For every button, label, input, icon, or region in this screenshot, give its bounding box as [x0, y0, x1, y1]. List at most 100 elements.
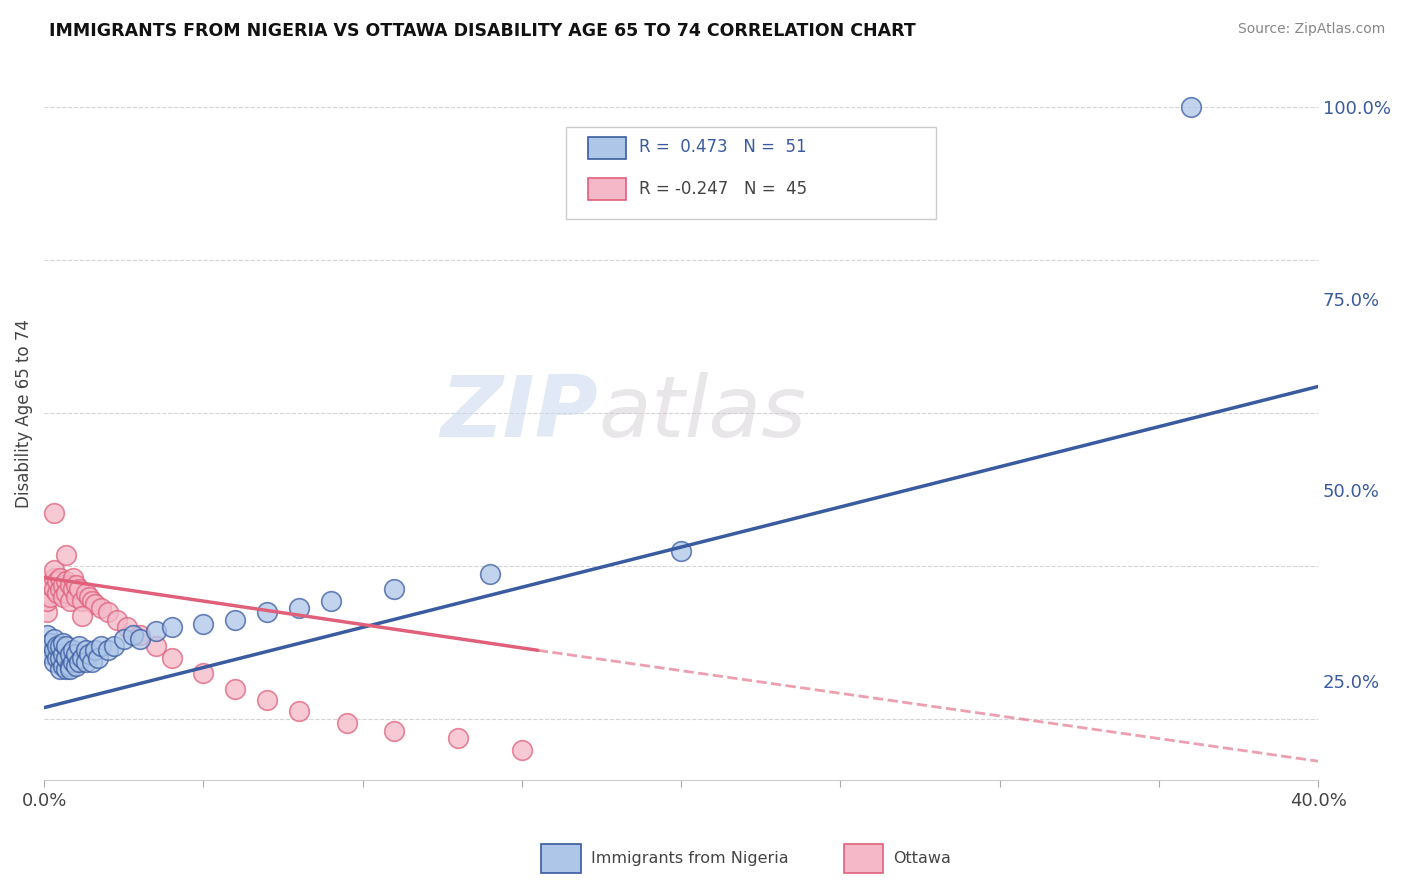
Point [42, 643, 65, 657]
Point [288, 601, 311, 615]
Point [384, 723, 406, 738]
Point [160, 620, 183, 634]
Point [52, 578, 75, 592]
Point [75, 586, 97, 600]
Point [319, 593, 342, 607]
Point [145, 624, 167, 639]
Text: IMMIGRANTS FROM NIGERIA VS OTTAWA DISABILITY AGE 65 TO 74 CORRELATION CHART: IMMIGRANTS FROM NIGERIA VS OTTAWA DISABI… [49, 22, 915, 40]
Point [52, 635, 75, 649]
Point [72, 651, 94, 665]
Point [42, 655, 65, 669]
Point [58, 578, 80, 592]
Point [42, 582, 65, 596]
Point [45, 574, 67, 589]
Point [62, 643, 84, 657]
Point [37, 593, 59, 607]
Point [115, 620, 138, 634]
Point [103, 640, 125, 654]
FancyBboxPatch shape [541, 844, 581, 873]
Point [75, 655, 97, 669]
Point [1180, 100, 1202, 114]
Point [39, 647, 62, 661]
Point [80, 593, 103, 607]
Text: R =  0.473   N =  51: R = 0.473 N = 51 [640, 137, 807, 156]
Point [42, 632, 65, 646]
Point [90, 640, 112, 654]
Point [97, 605, 120, 619]
Point [67, 640, 90, 654]
Text: Immigrants from Nigeria: Immigrants from Nigeria [591, 851, 789, 866]
Point [128, 628, 150, 642]
Point [193, 666, 215, 681]
Point [55, 651, 77, 665]
Point [669, 544, 692, 558]
Point [49, 582, 72, 596]
Point [77, 647, 100, 661]
Point [160, 651, 183, 665]
Point [256, 605, 278, 619]
Point [87, 651, 110, 665]
Point [112, 632, 135, 646]
Point [65, 658, 87, 673]
Point [128, 632, 150, 646]
Point [55, 662, 77, 676]
FancyBboxPatch shape [588, 136, 626, 159]
Point [45, 640, 67, 654]
Point [288, 705, 311, 719]
Point [39, 578, 62, 592]
Point [55, 574, 77, 589]
Point [72, 608, 94, 623]
Point [384, 582, 406, 596]
Point [80, 655, 103, 669]
FancyBboxPatch shape [567, 127, 936, 219]
Point [105, 613, 128, 627]
Y-axis label: Disability Age 65 to 74: Disability Age 65 to 74 [15, 318, 32, 508]
Point [84, 598, 107, 612]
Text: Ottawa: Ottawa [893, 851, 950, 866]
Point [72, 593, 94, 607]
Point [256, 693, 278, 707]
Point [193, 616, 215, 631]
Point [49, 662, 72, 676]
Point [52, 590, 75, 604]
Text: atlas: atlas [599, 372, 806, 455]
Point [49, 571, 72, 585]
Point [224, 681, 246, 696]
Point [62, 571, 84, 585]
Point [52, 658, 75, 673]
Point [42, 506, 65, 520]
Point [49, 651, 72, 665]
Point [84, 643, 107, 657]
Point [37, 640, 59, 654]
Point [52, 647, 75, 661]
Point [336, 715, 359, 730]
Point [145, 640, 167, 654]
Point [42, 571, 65, 585]
Point [479, 566, 502, 581]
Point [45, 651, 67, 665]
Point [65, 590, 87, 604]
Point [75, 643, 97, 657]
Point [58, 593, 80, 607]
Point [67, 655, 90, 669]
Point [122, 628, 145, 642]
Point [55, 548, 77, 562]
Point [45, 586, 67, 600]
Point [62, 655, 84, 669]
Point [90, 601, 112, 615]
Point [49, 640, 72, 654]
FancyBboxPatch shape [588, 178, 626, 201]
Point [37, 605, 59, 619]
Point [42, 563, 65, 577]
Point [97, 643, 120, 657]
FancyBboxPatch shape [844, 844, 883, 873]
Point [67, 582, 90, 596]
Text: Source: ZipAtlas.com: Source: ZipAtlas.com [1237, 22, 1385, 37]
Point [39, 590, 62, 604]
Point [58, 662, 80, 676]
Point [55, 640, 77, 654]
Point [510, 742, 533, 756]
Point [37, 628, 59, 642]
Point [55, 586, 77, 600]
Point [447, 731, 470, 746]
